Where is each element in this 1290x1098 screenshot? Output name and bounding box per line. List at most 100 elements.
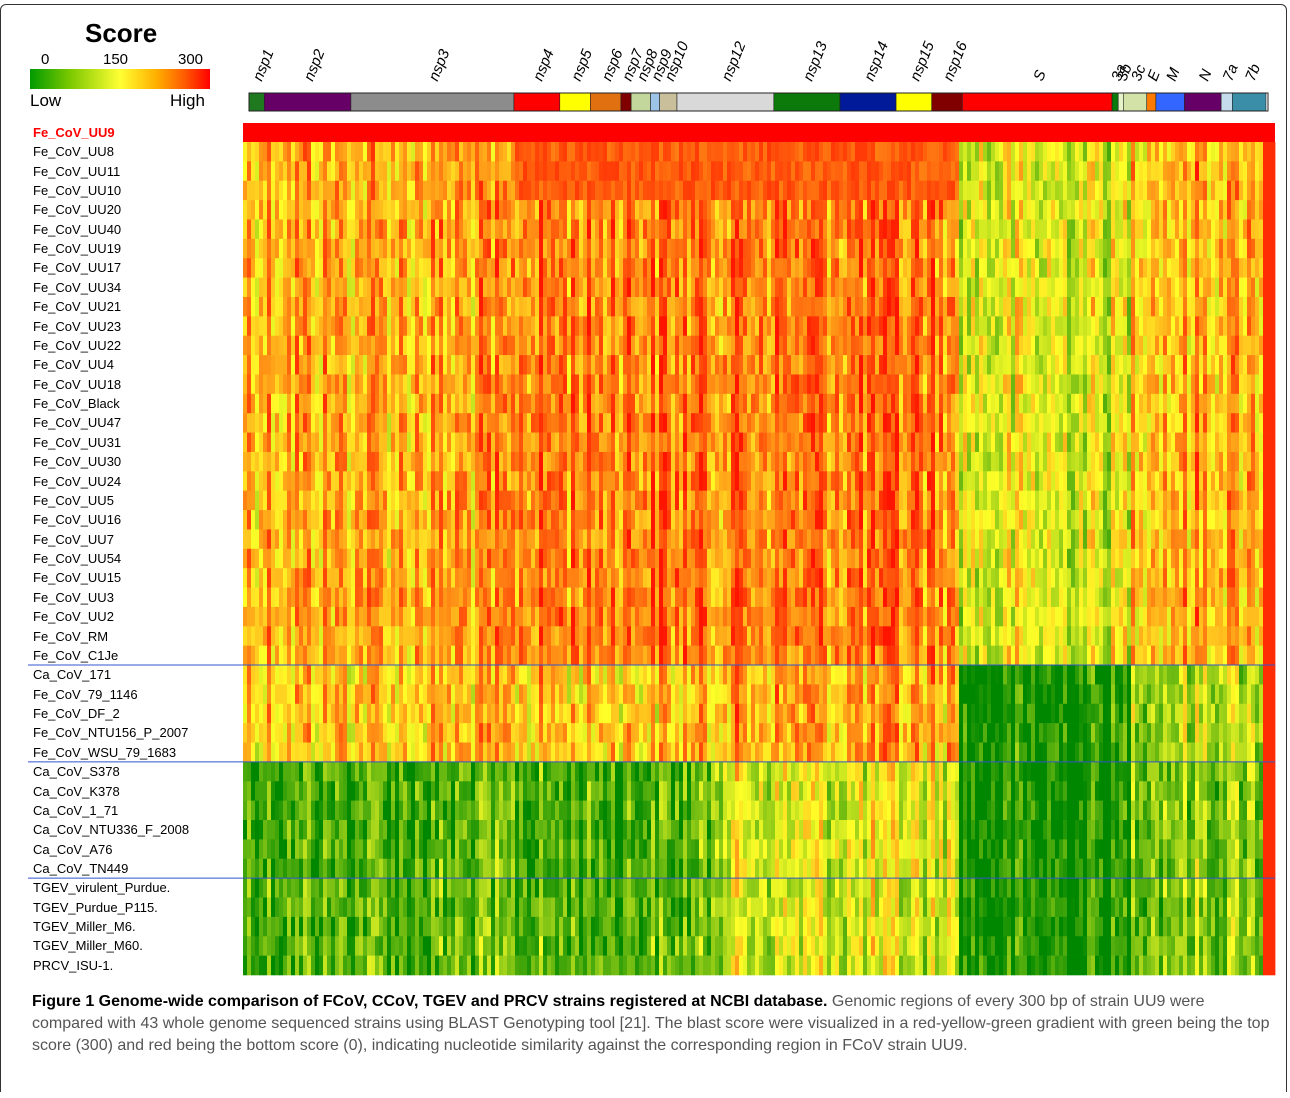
strain-label: Fe_CoV_UU24	[33, 473, 122, 489]
heatmap-row	[243, 296, 1276, 317]
gene-label-nsp12: nsp12	[718, 39, 749, 84]
gene-region-3a	[1111, 92, 1119, 112]
strain-label: Fe_CoV_C1Je	[33, 647, 119, 663]
gene-region-nsp15	[895, 92, 933, 112]
group-separators	[28, 664, 1275, 879]
strain-label: TGEV_Miller_M60.	[33, 938, 143, 954]
gene-region-nsp14	[839, 92, 897, 112]
heatmap-row	[243, 703, 1276, 724]
gene-region-nsp5	[559, 92, 591, 112]
heatmap-figure: nsp1 nsp2 nsp3 nsp4 nsp5 nsp6nsp7nsp8nsp9nsp1…	[28, 39, 1276, 976]
heatmap-row	[243, 548, 1276, 569]
heatmap-row	[243, 510, 1276, 530]
strain-label: TGEV_Purdue_P115.	[33, 899, 158, 915]
strain-label: Fe_CoV_UU5	[33, 492, 114, 508]
strain-label: Fe_CoV_UU31	[33, 434, 122, 450]
heatmap-row	[243, 800, 1276, 821]
gene-region-3c	[1123, 92, 1148, 112]
heatmap-row	[243, 839, 1276, 860]
heatmap-row	[243, 180, 1276, 201]
strain-label: Fe_CoV_UU34	[33, 279, 122, 295]
gene-region-nsp9	[650, 92, 660, 112]
heatmap-row	[243, 123, 1275, 143]
heatmap-row	[243, 665, 1276, 685]
strain-label: Fe_CoV_UU15	[33, 570, 122, 586]
strain-label: Fe_CoV_UU30	[33, 454, 122, 470]
figure-frame	[0, 4, 1287, 1092]
gene-region-N	[1184, 92, 1222, 112]
heatmap-row	[243, 316, 1276, 337]
gene-region-nsp4	[513, 92, 561, 112]
heatmap-row	[243, 781, 1276, 801]
heatmap-row	[243, 471, 1276, 491]
gene-region-nsp7	[620, 92, 632, 112]
gene-label-3b: 3b	[1114, 62, 1136, 84]
strain-label: Ca_CoV_NTU336_F_2008	[33, 822, 190, 838]
heatmap-row	[243, 451, 1276, 472]
strain-label: Fe_CoV_UU40	[33, 221, 122, 237]
heatmap-row	[243, 413, 1276, 433]
heatmap-row	[243, 626, 1276, 646]
heatmap-row	[243, 606, 1276, 627]
legend-color-bar	[30, 69, 210, 89]
gene-label-nsp2: nsp2	[301, 46, 329, 83]
gene-label-N: N	[1196, 67, 1216, 84]
heatmap-row	[243, 878, 1276, 898]
heatmap-row	[243, 142, 1276, 162]
gene-label-nsp16: nsp16	[940, 39, 971, 84]
gene-region-nsp2	[263, 92, 352, 112]
gene-region-nsp10	[659, 92, 678, 112]
heatmap-row	[243, 258, 1276, 278]
strain-label: Fe_CoV_UU3	[33, 589, 114, 605]
gene-label-nsp4: nsp4	[530, 47, 558, 84]
gene-region-nsp13	[773, 92, 841, 112]
gene-region-nsp16	[931, 92, 963, 112]
caption-body: Genomic regions of every 300 bp of strai…	[32, 993, 1270, 1054]
strain-label: Fe_CoV_UU2	[33, 609, 114, 625]
caption-title: Figure 1 Genome-wide comparison of FCoV,…	[32, 993, 828, 1010]
heatmap-row	[243, 568, 1276, 588]
strain-label: Fe_CoV_NTU156_P_2007	[33, 725, 189, 741]
legend-tick-150: 150	[103, 51, 129, 68]
heatmap-rows	[243, 123, 1276, 976]
heatmap-row	[243, 587, 1276, 608]
strain-label: Fe_CoV_UU21	[33, 299, 122, 315]
gene-region-nsp6	[590, 92, 622, 112]
gene-region-7a	[1220, 92, 1233, 112]
strain-label: Fe_CoV_UU47	[33, 415, 122, 431]
gene-label-nsp14: nsp14	[861, 39, 892, 83]
gene-label-nsp15: nsp15	[907, 39, 938, 84]
heatmap-row	[243, 335, 1276, 356]
heatmap-row	[243, 393, 1276, 414]
heatmap-row	[243, 219, 1276, 240]
strain-label: Fe_CoV_UU22	[33, 337, 122, 353]
strain-label: Fe_CoV_UU23	[33, 318, 122, 334]
gene-label-M: M	[1163, 65, 1184, 83]
heatmap-row	[243, 277, 1276, 298]
heatmap-row	[243, 858, 1276, 879]
gene-region-nsp3	[350, 92, 515, 112]
gene-region-nsp1	[248, 92, 265, 112]
gene-labels: nsp1 nsp2 nsp3 nsp4 nsp5 nsp6nsp7nsp8nsp9nsp1…	[250, 39, 1265, 84]
strain-label: Fe_CoV_79_1146	[33, 686, 138, 702]
heatmap-row	[243, 645, 1276, 666]
strain-label: Fe_CoV_UU4	[33, 357, 114, 373]
gene-label-7a: 7a	[1220, 62, 1242, 84]
gene-label-S: S	[1030, 68, 1050, 84]
gene-label-3a: 3a	[1108, 62, 1130, 84]
heatmap-row	[243, 742, 1276, 763]
heatmap-row	[243, 955, 1276, 976]
strain-label: Ca_CoV_A76	[33, 841, 113, 857]
strain-label: Fe_CoV_UU11	[33, 163, 121, 179]
strain-label: Fe_CoV_Black	[33, 396, 120, 411]
strain-label: Ca_CoV_171	[33, 667, 112, 683]
strain-label: Fe_CoV_DF_2	[33, 706, 120, 721]
gene-region-E	[1146, 92, 1157, 112]
heatmap-row	[243, 355, 1276, 375]
heatmap-row	[243, 432, 1276, 453]
gene-region-3b	[1117, 92, 1124, 112]
strain-label: Ca_CoV_TN449	[33, 861, 129, 876]
heatmap-row	[243, 684, 1276, 705]
heatmap-row	[243, 200, 1276, 220]
strain-label: Fe_CoV_UU19	[33, 241, 122, 256]
